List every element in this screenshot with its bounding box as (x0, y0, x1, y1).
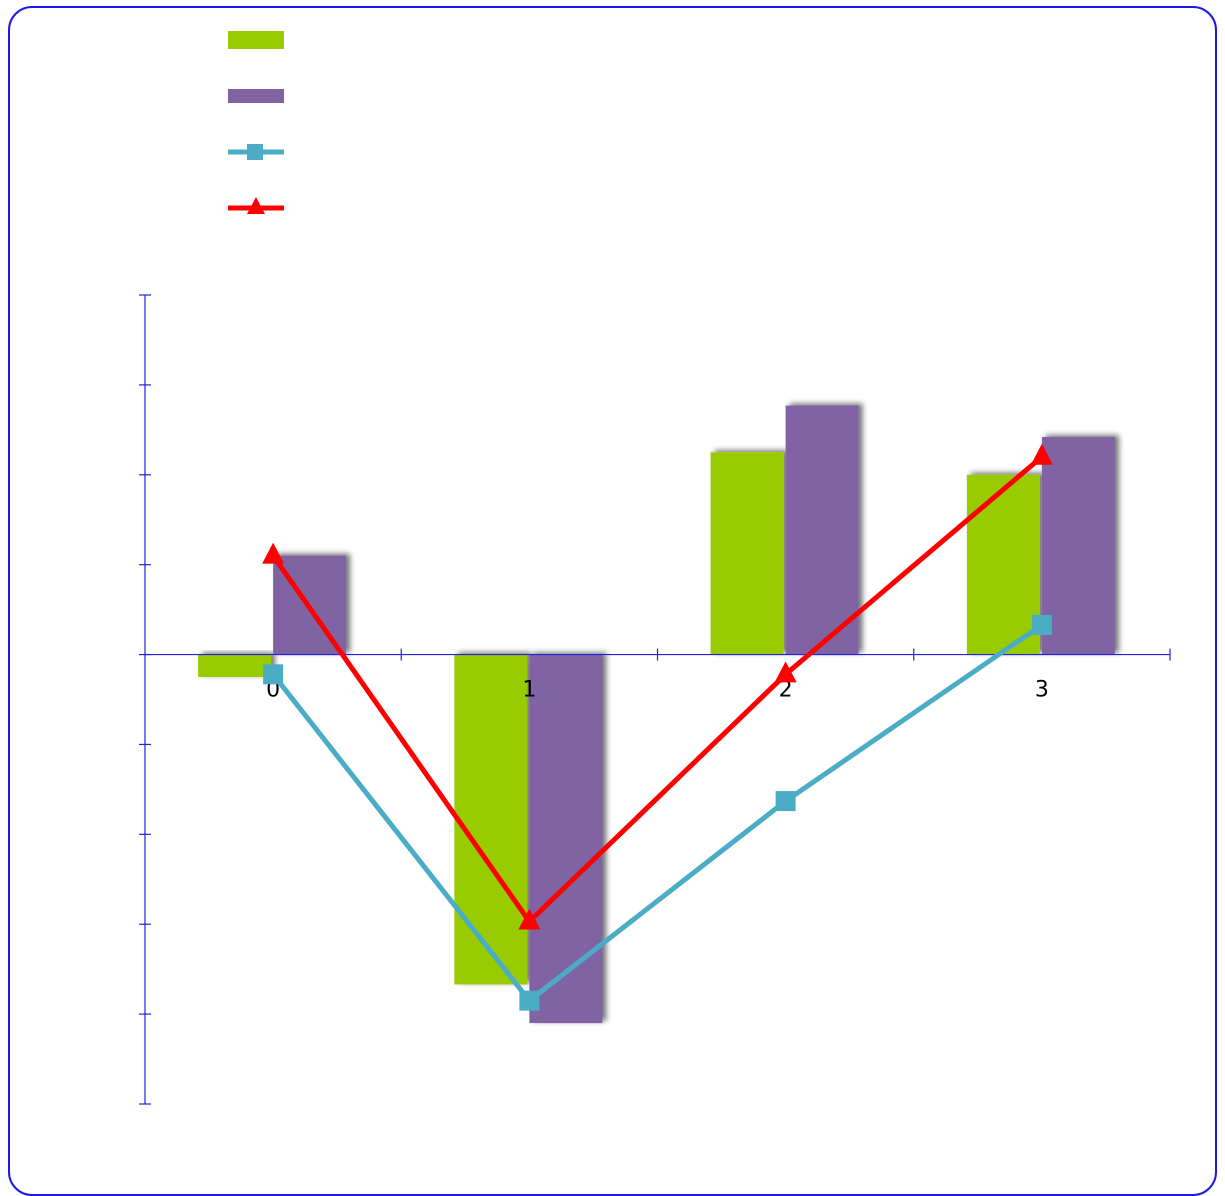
legend-square-marker (247, 144, 263, 160)
line-series1-point-cat1 (519, 990, 540, 1011)
bar-series2-cat2 (785, 405, 859, 655)
bars (198, 405, 1115, 1024)
bar-series2-cat3 (1041, 437, 1115, 655)
line-series2-point-cat0 (262, 542, 285, 564)
line-series1-point-cat2 (775, 791, 796, 812)
x-tick-label: 1 (522, 678, 536, 703)
line-series2 (271, 454, 1044, 925)
line-series2-point-cat3 (1030, 443, 1053, 465)
x-tick-label: 3 (1035, 678, 1049, 703)
legend-swatch-series2 (228, 89, 284, 103)
legend-swatch-series3 (228, 144, 284, 160)
line-series1-point-cat0 (263, 664, 284, 685)
line-series2-point-cat1 (518, 908, 541, 930)
bar-series2-cat1 (529, 654, 603, 1024)
bar-series1-cat0 (198, 654, 272, 678)
bar-series1-cat3 (966, 474, 1040, 655)
line-series1-point-cat3 (1031, 614, 1052, 635)
series-lines (262, 443, 1053, 1011)
legend (228, 31, 284, 214)
legend-triangle-marker (247, 197, 265, 214)
legend-swatch-series1 (228, 31, 284, 49)
legend-swatch-series4 (228, 197, 284, 214)
bar-series1-cat1 (454, 654, 528, 985)
bar-series1-cat2 (710, 452, 784, 655)
line-series1 (271, 622, 1044, 1004)
x-tick-label: 2 (779, 678, 793, 703)
line-series2-point-cat2 (774, 661, 797, 683)
